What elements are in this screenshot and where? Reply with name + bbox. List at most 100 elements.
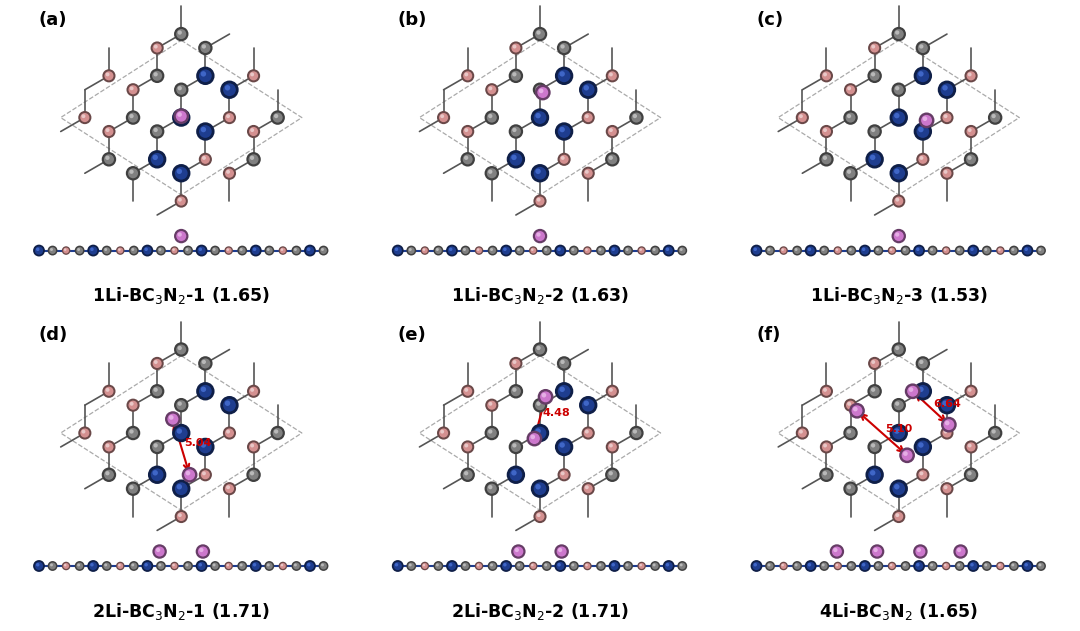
- Circle shape: [475, 247, 483, 254]
- Circle shape: [512, 128, 516, 132]
- Circle shape: [201, 127, 206, 133]
- Circle shape: [537, 232, 541, 237]
- Circle shape: [559, 442, 565, 448]
- Text: 4Li-BC$_3$N$_2$ (1.65): 4Li-BC$_3$N$_2$ (1.65): [820, 601, 978, 622]
- Circle shape: [639, 564, 642, 567]
- Circle shape: [248, 386, 259, 397]
- Circle shape: [421, 562, 429, 570]
- Circle shape: [462, 126, 473, 137]
- Circle shape: [226, 114, 230, 118]
- Circle shape: [945, 421, 949, 425]
- Circle shape: [929, 562, 936, 570]
- Circle shape: [555, 545, 568, 558]
- Circle shape: [917, 469, 929, 480]
- Circle shape: [488, 170, 492, 174]
- Circle shape: [944, 430, 947, 433]
- Circle shape: [874, 246, 882, 255]
- Circle shape: [224, 483, 235, 494]
- Circle shape: [891, 165, 906, 181]
- Circle shape: [130, 170, 134, 174]
- Circle shape: [49, 562, 57, 570]
- Circle shape: [305, 561, 315, 571]
- Circle shape: [528, 432, 541, 445]
- Circle shape: [441, 430, 444, 433]
- Circle shape: [149, 467, 165, 483]
- Circle shape: [869, 358, 880, 369]
- Circle shape: [117, 247, 124, 254]
- Circle shape: [213, 248, 216, 251]
- Circle shape: [867, 151, 882, 167]
- Circle shape: [132, 248, 134, 251]
- Circle shape: [915, 384, 931, 399]
- Circle shape: [226, 170, 230, 174]
- Circle shape: [118, 564, 121, 567]
- Circle shape: [461, 469, 474, 481]
- Circle shape: [267, 563, 270, 567]
- Circle shape: [184, 246, 192, 255]
- Circle shape: [462, 70, 473, 81]
- Circle shape: [597, 562, 605, 570]
- Circle shape: [529, 247, 537, 254]
- Circle shape: [918, 442, 923, 448]
- Circle shape: [151, 42, 163, 54]
- Circle shape: [870, 155, 876, 160]
- Circle shape: [501, 561, 511, 571]
- Circle shape: [917, 357, 929, 370]
- Circle shape: [957, 548, 961, 552]
- Circle shape: [539, 390, 552, 403]
- Circle shape: [638, 562, 645, 570]
- Circle shape: [752, 245, 761, 256]
- Circle shape: [145, 563, 148, 567]
- Circle shape: [831, 545, 843, 558]
- Circle shape: [117, 562, 124, 570]
- Circle shape: [63, 562, 70, 570]
- Circle shape: [609, 561, 620, 571]
- Circle shape: [611, 563, 615, 567]
- Circle shape: [307, 563, 310, 567]
- Circle shape: [940, 82, 955, 98]
- Circle shape: [868, 441, 881, 453]
- Circle shape: [530, 435, 535, 439]
- Circle shape: [130, 402, 134, 406]
- Circle shape: [1025, 247, 1028, 251]
- Circle shape: [821, 126, 832, 137]
- Circle shape: [33, 561, 44, 571]
- Circle shape: [1023, 561, 1032, 571]
- Circle shape: [966, 386, 976, 397]
- Circle shape: [224, 427, 235, 439]
- Circle shape: [130, 114, 134, 118]
- Circle shape: [177, 112, 181, 117]
- Circle shape: [867, 467, 882, 483]
- Circle shape: [555, 561, 565, 571]
- Circle shape: [607, 126, 618, 137]
- Text: 1Li-BC$_3$N$_2$-2 (1.63): 1Li-BC$_3$N$_2$-2 (1.63): [450, 285, 630, 306]
- Circle shape: [175, 343, 187, 356]
- Circle shape: [153, 360, 158, 364]
- Circle shape: [199, 247, 202, 251]
- Circle shape: [625, 248, 629, 251]
- Circle shape: [488, 246, 497, 255]
- Circle shape: [127, 84, 138, 95]
- Circle shape: [513, 360, 516, 364]
- Circle shape: [918, 387, 923, 392]
- Circle shape: [917, 42, 929, 54]
- Circle shape: [532, 110, 548, 126]
- Circle shape: [919, 360, 923, 364]
- Circle shape: [488, 485, 492, 489]
- Circle shape: [944, 485, 947, 489]
- Circle shape: [486, 84, 498, 95]
- Circle shape: [198, 439, 213, 455]
- Circle shape: [280, 247, 286, 254]
- Circle shape: [845, 84, 856, 95]
- Circle shape: [823, 471, 827, 475]
- Circle shape: [105, 248, 107, 251]
- Text: 4.48: 4.48: [543, 408, 570, 418]
- Circle shape: [463, 248, 465, 251]
- Circle shape: [559, 387, 565, 392]
- Circle shape: [964, 153, 977, 165]
- Circle shape: [793, 246, 801, 255]
- Circle shape: [186, 471, 190, 475]
- Circle shape: [556, 124, 572, 139]
- Circle shape: [1039, 248, 1041, 251]
- Circle shape: [486, 399, 498, 411]
